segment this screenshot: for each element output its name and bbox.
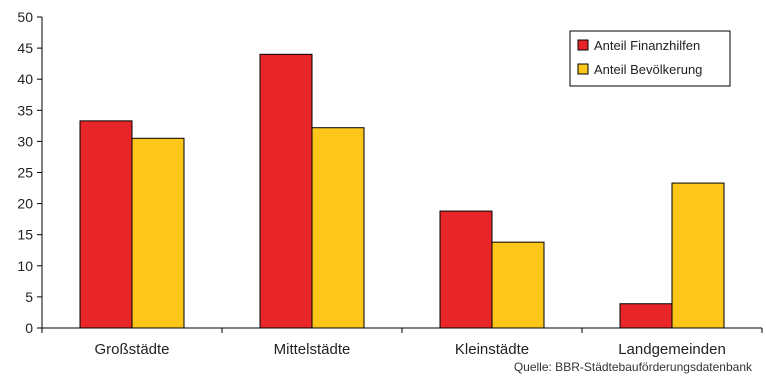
y-tick-label: 15 — [17, 227, 33, 243]
y-ticks: 0 5 10 15 20 25 30 35 40 45 50 — [17, 9, 42, 336]
y-tick-label: 35 — [17, 102, 33, 118]
y-tick-label: 40 — [17, 71, 33, 87]
x-category-label: Großstädte — [94, 341, 169, 358]
y-tick-label: 45 — [17, 40, 33, 56]
legend-label: Anteil Finanzhilfen — [594, 38, 700, 53]
x-category-label: Kleinstädte — [455, 341, 529, 358]
bar-bevoelkerung — [131, 137, 185, 329]
legend-swatch — [577, 63, 589, 75]
bar-finanzhilfen — [79, 120, 133, 329]
bar-finanzhilfen — [619, 303, 673, 329]
y-tick-label: 30 — [17, 133, 33, 149]
x-category-label: Mittelstädte — [274, 341, 351, 358]
y-tick-label: 25 — [17, 165, 33, 181]
bar-bevoelkerung — [311, 127, 365, 329]
y-tick-label: 20 — [17, 196, 33, 212]
legend: Anteil Finanzhilfen Anteil Bevölkerung — [569, 30, 731, 87]
x-category-label: Landgemeinden — [618, 341, 726, 358]
bar-bevoelkerung — [671, 182, 725, 329]
legend-swatch — [577, 39, 589, 51]
bars — [79, 53, 725, 329]
bar-bevoelkerung — [491, 241, 545, 329]
y-tick-label: 0 — [25, 320, 33, 336]
x-categories: Großstädte Mittelstädte Kleinstädte Landgem… — [41, 328, 763, 358]
legend-label: Anteil Bevölkerung — [594, 62, 702, 77]
y-tick-label: 50 — [17, 9, 33, 25]
y-tick-label: 10 — [17, 258, 33, 274]
source-note: Quelle: BBR-Städtebauförderungsdatenbank — [513, 360, 752, 374]
legend-box — [569, 30, 731, 87]
bar-finanzhilfen — [259, 53, 313, 329]
y-tick-label: 5 — [25, 289, 33, 305]
bar-finanzhilfen — [439, 210, 493, 329]
